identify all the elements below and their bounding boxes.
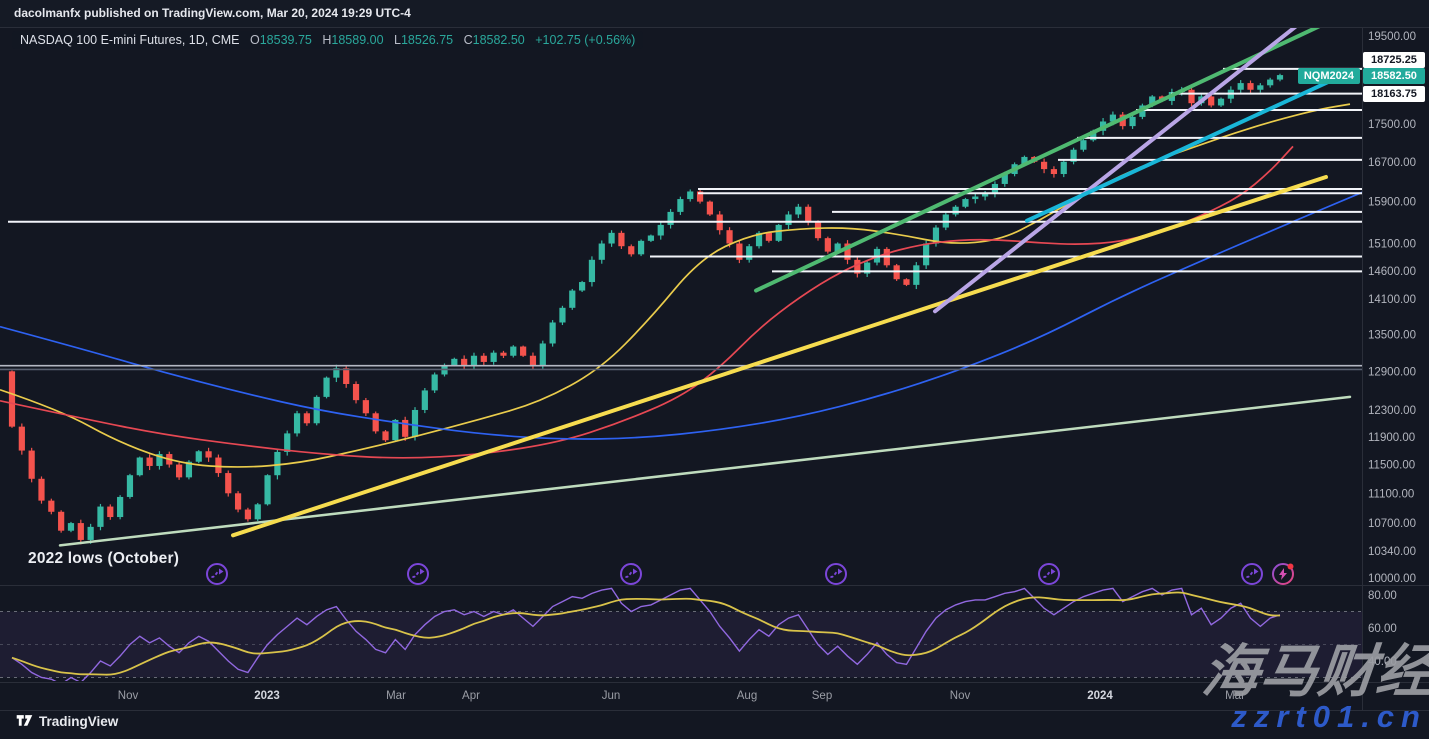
price-tick-label: 11900.00 <box>1368 432 1415 444</box>
trendlines <box>58 7 1352 547</box>
time-tick-label: 2023 <box>254 690 280 702</box>
publish-info-bar: dacolmanfx published on TradingView.com,… <box>0 0 1429 27</box>
projection-arrow-icon[interactable] <box>1241 563 1263 585</box>
pane-dividers <box>0 27 1429 711</box>
tradingview-logo-text: TradingView <box>39 714 119 729</box>
time-tick-label: Aug <box>737 690 757 702</box>
time-tick-label: Mar <box>1225 690 1245 702</box>
time-axis[interactable]: Nov 2023 Mar Apr Jun Aug Sep Nov 2024 Mar <box>118 690 1245 702</box>
price-tick-label: 12300.00 <box>1368 405 1416 417</box>
price-tick-label: 10340.00 <box>1368 546 1416 558</box>
change-value: +102.75 (+0.56%) <box>535 33 636 47</box>
time-tick-label: Sep <box>812 690 832 702</box>
price-tick-label: 14100.00 <box>1368 294 1416 306</box>
trendline-lavender[interactable] <box>933 7 1320 314</box>
candlestick-series <box>8 73 1284 545</box>
price-tick-label: 11100.00 <box>1368 488 1414 500</box>
close-label: C <box>463 33 473 47</box>
support-resistance-levels <box>0 67 1362 371</box>
last-price-label[interactable]: 18582.50 <box>1363 68 1425 84</box>
projection-arrow-icon[interactable] <box>1038 563 1060 585</box>
price-tick-label: 12900.00 <box>1368 366 1416 378</box>
price-tick-label: 10700.00 <box>1368 518 1416 530</box>
symbol-legend[interactable]: NASDAQ 100 E-mini Futures, 1D, CME O1853… <box>12 31 644 49</box>
rsi-ma-line <box>11 591 1280 676</box>
rsi-tick-label: 80.00 <box>1368 590 1397 602</box>
projection-arrow-icon[interactable] <box>206 563 228 585</box>
time-tick-label: Jun <box>602 690 621 702</box>
tradingview-brand[interactable]: TradingView <box>16 713 118 730</box>
trendline-mint-2022-lows[interactable] <box>58 395 1352 547</box>
high-value: 18589.00 <box>331 33 384 47</box>
price-tick-label: 14600.00 <box>1368 266 1416 278</box>
trendline-yellow[interactable] <box>231 174 1328 538</box>
drawing-icons <box>206 563 1294 585</box>
tradingview-logo-icon <box>16 715 33 726</box>
price-level-label-lower[interactable]: 18163.75 <box>1363 86 1425 102</box>
rsi-band <box>0 611 1362 678</box>
rsi-pane <box>0 587 1362 681</box>
symbol-title: NASDAQ 100 E-mini Futures, 1D, CME <box>20 33 240 47</box>
time-tick-label: 2024 <box>1087 690 1113 702</box>
price-tick-label: 15100.00 <box>1368 239 1416 251</box>
lows-annotation: 2022 lows (October) <box>28 550 180 567</box>
ma-200-line <box>0 191 1362 440</box>
price-axis[interactable]: 19500.00 17500.00 16700.00 15900.00 15100.00… <box>1368 31 1416 668</box>
low-label: L <box>394 33 401 47</box>
price-tick-label: 17500.00 <box>1368 119 1416 131</box>
trendline-cyan[interactable] <box>1025 74 1343 223</box>
contract-tag[interactable]: NQM2024 <box>1297 68 1360 84</box>
time-tick-label: Nov <box>950 690 971 702</box>
price-tick-label: 11500.00 <box>1368 460 1415 472</box>
projection-arrow-icon[interactable] <box>825 563 847 585</box>
rsi-tick-label: 60.00 <box>1368 623 1397 635</box>
time-tick-label: Apr <box>462 690 480 702</box>
watermark-brand-cn: 海马财经 <box>1199 640 1429 704</box>
time-tick-label: Nov <box>118 690 139 702</box>
price-tick-label: 16700.00 <box>1368 157 1416 169</box>
rsi-line <box>11 587 1281 681</box>
watermark-site-url: zzrt01.cn <box>1231 699 1427 734</box>
open-value: 18539.75 <box>259 33 312 47</box>
price-level-label-upper[interactable]: 18725.25 <box>1363 52 1425 68</box>
time-tick-label: Mar <box>386 690 406 702</box>
open-label: O <box>250 33 260 47</box>
high-label: H <box>322 33 332 47</box>
price-tick-label: 15900.00 <box>1368 197 1416 209</box>
price-tick-label: 10000.00 <box>1368 573 1416 585</box>
rsi-tick-label: 40.00 <box>1368 656 1397 668</box>
projection-arrow-icon[interactable] <box>407 563 429 585</box>
price-tick-label: 13500.00 <box>1368 329 1416 341</box>
price-tick-label: 19500.00 <box>1368 31 1416 43</box>
close-value: 18582.50 <box>472 33 525 47</box>
low-value: 18526.75 <box>400 33 454 47</box>
trendline-green-channel[interactable] <box>754 17 1338 293</box>
alert-icon[interactable] <box>1272 563 1294 585</box>
projection-arrow-icon[interactable] <box>620 563 642 585</box>
